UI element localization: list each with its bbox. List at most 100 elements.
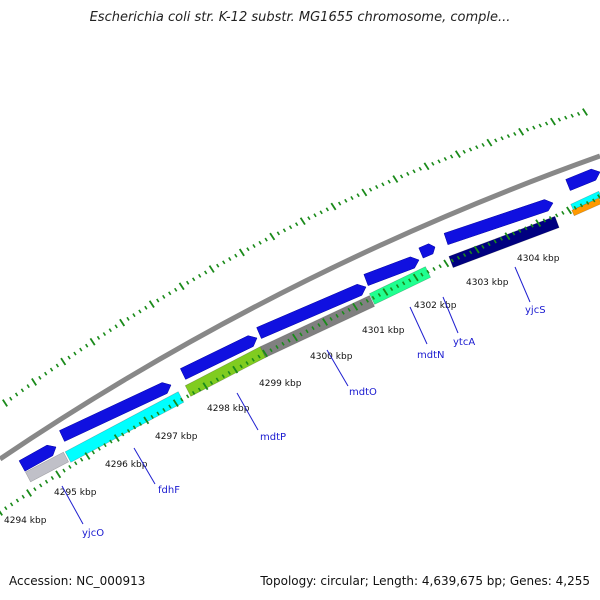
kbp-label: 4302 kbp (414, 301, 457, 311)
tick-mark (49, 367, 54, 372)
tick-mark (573, 205, 577, 210)
tick-mark (269, 348, 273, 353)
tick-mark (544, 121, 549, 126)
tick-mark (481, 244, 485, 249)
gene-arrow (180, 335, 258, 380)
tick-mark (202, 382, 209, 391)
tick-mark (387, 179, 391, 184)
tick-mark (530, 223, 534, 228)
gene-arrow (256, 283, 367, 339)
tick-mark (319, 210, 323, 215)
tick-mark (535, 219, 542, 227)
gene-label-mdtn: mdtN (417, 350, 445, 361)
tick-mark (504, 232, 511, 241)
tick-mark (26, 384, 30, 389)
tick-mark (287, 338, 291, 343)
inner-tick-ring (0, 194, 600, 516)
tick-mark (9, 396, 13, 401)
leader-line (61, 485, 84, 525)
tick-mark (486, 138, 493, 147)
tick-mark (475, 145, 479, 150)
tick-mark (26, 489, 33, 497)
tick-mark (269, 232, 276, 241)
tick-mark (335, 313, 339, 318)
tick-mark (138, 309, 142, 314)
tick-mark (597, 194, 600, 200)
tick-mark (395, 284, 400, 289)
tick-mark (456, 255, 461, 260)
tick-mark (39, 483, 43, 488)
leader-line (442, 296, 459, 334)
tick-mark (68, 464, 72, 469)
tick-mark (582, 108, 588, 116)
tick-mark (550, 117, 556, 126)
leader-line (409, 306, 428, 345)
tick-mark (185, 394, 190, 399)
tick-mark (566, 206, 573, 215)
tick-mark (361, 188, 368, 197)
tick-mark (443, 156, 448, 161)
tick-mark (561, 210, 565, 215)
tick-mark (420, 272, 424, 277)
tick-mark (538, 123, 542, 128)
tick-mark (21, 494, 25, 499)
tick-mark (168, 404, 172, 409)
kbp-label: 4295 kbp (54, 488, 97, 498)
tick-mark (371, 295, 375, 300)
tick-mark (15, 498, 20, 503)
tick-mark (347, 307, 351, 312)
tick-mark (313, 213, 317, 218)
tick-mark (418, 166, 422, 171)
leader-line (326, 349, 349, 387)
gene-arrow (363, 256, 420, 286)
feature-block (448, 215, 560, 269)
tick-mark (449, 154, 454, 159)
gene-arrow (59, 382, 172, 442)
accession-text: Accession: NC_000913 (9, 574, 146, 588)
tick-mark (216, 263, 220, 268)
gene-label-ytca: ytcA (453, 337, 475, 348)
tick-mark (228, 257, 232, 261)
tick-mark (192, 277, 196, 282)
tick-mark (317, 323, 321, 328)
tick-mark (548, 216, 553, 220)
tick-mark (119, 318, 126, 327)
gene-arrow (418, 243, 436, 259)
tick-mark (288, 225, 293, 230)
tick-mark (579, 203, 584, 208)
tick-mark (375, 185, 379, 189)
tick-mark (4, 506, 8, 511)
tick-mark (126, 428, 131, 433)
tick-mark (227, 370, 231, 375)
tick-mark (14, 392, 19, 397)
tick-mark (204, 270, 208, 275)
tick-mark (0, 510, 3, 516)
tick-mark (79, 347, 83, 352)
tick-mark (91, 450, 95, 455)
tick-mark (473, 245, 480, 254)
tick-mark (89, 337, 96, 346)
tick-mark (109, 439, 113, 444)
leader-line (236, 392, 259, 431)
tick-mark (401, 281, 406, 286)
gene-arrow (565, 168, 600, 191)
tick-mark (38, 375, 42, 380)
gene-arrow (443, 199, 554, 246)
tick-mark (412, 273, 419, 282)
tick-mark (462, 149, 466, 154)
tick-mark (156, 298, 160, 303)
tick-mark (85, 343, 89, 348)
tick-mark (493, 239, 497, 244)
tick-mark (60, 357, 67, 366)
tick-mark (276, 231, 281, 236)
tick-mark (325, 207, 329, 212)
tick-mark (132, 313, 136, 318)
tick-mark (121, 432, 125, 437)
tick-mark (246, 247, 250, 252)
kbp-label: 4297 kbp (155, 432, 198, 442)
kbp-label: 4303 kbp (466, 278, 509, 288)
tick-mark (97, 446, 101, 451)
tick-mark (377, 292, 382, 297)
kbp-label: 4301 kbp (362, 326, 405, 336)
tick-mark (382, 288, 389, 296)
